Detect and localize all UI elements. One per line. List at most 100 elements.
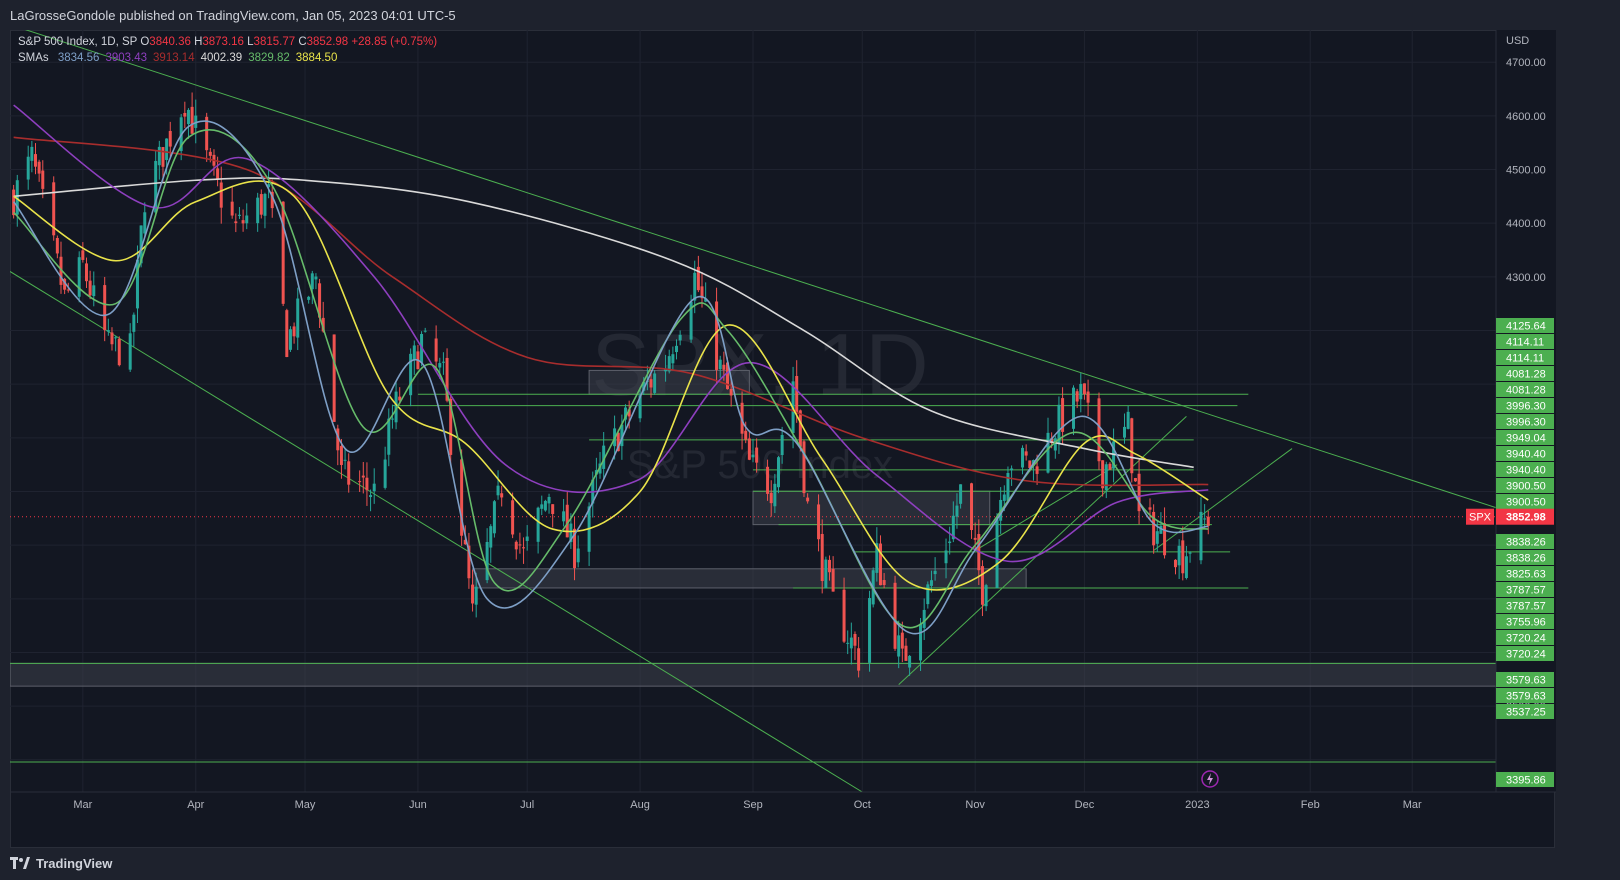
price-level-label: 3825.63 bbox=[1496, 566, 1554, 581]
time-axis-month-label: May bbox=[295, 799, 316, 811]
price-level-label-text: 3787.57 bbox=[1506, 585, 1546, 597]
candle-body bbox=[92, 285, 96, 297]
candle-body bbox=[438, 363, 442, 368]
candle-up bbox=[1188, 551, 1192, 563]
candle-down bbox=[551, 504, 555, 528]
candle-up bbox=[1112, 428, 1116, 483]
legend-l-value: 3815.77 bbox=[253, 36, 296, 48]
candle-down bbox=[769, 480, 773, 517]
candle-down bbox=[970, 482, 974, 539]
candle-body bbox=[1079, 383, 1083, 400]
price-level-label: 4081.28 bbox=[1496, 366, 1554, 381]
candle-up bbox=[92, 271, 96, 307]
candle-body bbox=[423, 330, 427, 332]
candle-up bbox=[824, 556, 828, 589]
candle-body bbox=[383, 459, 387, 488]
candle-down bbox=[318, 278, 322, 328]
candle-body bbox=[259, 194, 263, 215]
price-level-label-bg bbox=[1496, 550, 1554, 565]
legend-sma-value: 3913.14 bbox=[153, 52, 195, 64]
candle-body bbox=[365, 477, 369, 491]
price-level-label-text: 3537.25 bbox=[1506, 707, 1546, 719]
candle-up bbox=[30, 140, 34, 173]
price-level-label-bg bbox=[1496, 582, 1554, 597]
candle-body bbox=[1203, 518, 1207, 520]
legend-smas-row: SMAs 3834.56 3903.43 3913.14 4002.39 3829.82… bbox=[18, 50, 437, 66]
time-axis-month-label: 2023 bbox=[1185, 799, 1209, 811]
candle-up bbox=[536, 506, 540, 554]
candle-body bbox=[824, 559, 828, 588]
candle-up bbox=[186, 108, 190, 139]
candle-down bbox=[1035, 454, 1039, 485]
candle-down bbox=[806, 493, 810, 504]
candle-up bbox=[267, 169, 271, 199]
candle-down bbox=[1082, 383, 1086, 400]
candle-body bbox=[919, 623, 923, 661]
candle-down bbox=[471, 569, 475, 612]
candle-down bbox=[518, 532, 522, 554]
candle-body bbox=[237, 214, 241, 216]
candle-down bbox=[88, 270, 92, 300]
candle-body bbox=[1024, 451, 1028, 456]
candle-body bbox=[827, 559, 831, 573]
sma-line-sma-20 bbox=[13, 180, 1209, 591]
candle-up bbox=[157, 140, 161, 180]
candle-down bbox=[696, 255, 700, 293]
candle-down bbox=[1108, 462, 1112, 470]
price-level-label: 3579.63 bbox=[1496, 672, 1554, 687]
candle-body bbox=[267, 184, 271, 188]
candle-up bbox=[387, 408, 391, 467]
candle-body bbox=[398, 396, 402, 401]
candle-down bbox=[1130, 417, 1134, 483]
candle-body bbox=[693, 272, 697, 301]
brand-name: TradingView bbox=[36, 856, 113, 871]
candle-down bbox=[980, 560, 984, 617]
candle-down bbox=[715, 287, 719, 385]
candle-down bbox=[234, 213, 238, 233]
legend-smas-label[interactable]: SMAs bbox=[18, 52, 49, 64]
tradingview-logo[interactable]: TradingView bbox=[10, 856, 112, 871]
candle-body bbox=[1072, 387, 1076, 429]
candle-body bbox=[1148, 507, 1152, 510]
candle-up bbox=[1010, 465, 1014, 486]
candle-body bbox=[157, 146, 161, 166]
candle-body bbox=[1206, 516, 1210, 526]
time-axis-month-label: Jul bbox=[520, 799, 534, 811]
candle-up bbox=[543, 499, 547, 512]
time-axis-month-label: Mar bbox=[73, 799, 92, 811]
candle-body bbox=[882, 580, 886, 585]
candle-body bbox=[802, 441, 806, 494]
price-level-label-bg bbox=[1496, 704, 1554, 719]
price-level-label: 4114.11 bbox=[1496, 350, 1554, 365]
candle-body bbox=[165, 138, 169, 160]
candle-down bbox=[1181, 526, 1185, 581]
price-level-label: 3900.50 bbox=[1496, 494, 1554, 509]
candle-down bbox=[700, 272, 704, 308]
candle-body bbox=[922, 609, 926, 628]
candle-up bbox=[15, 174, 19, 227]
legend-symbol[interactable]: S&P 500 Index, 1D, SP bbox=[18, 36, 138, 48]
trendline bbox=[24, 30, 1496, 509]
candle-up bbox=[1057, 396, 1061, 455]
time-axis-month-label: Dec bbox=[1075, 799, 1095, 811]
candle-body bbox=[569, 523, 573, 543]
candle-body bbox=[241, 220, 245, 224]
candle-down bbox=[52, 176, 56, 241]
candle-body bbox=[868, 598, 872, 663]
candle-down bbox=[41, 160, 45, 199]
candle-down bbox=[522, 537, 526, 564]
candle-body bbox=[857, 648, 861, 671]
candle-down bbox=[103, 276, 107, 342]
symbol-tag-text: SPX bbox=[1469, 512, 1492, 524]
candle-body bbox=[929, 580, 933, 586]
candle-body bbox=[263, 193, 267, 216]
candle-down bbox=[878, 535, 882, 586]
candle-body bbox=[33, 154, 37, 167]
price-level-label-text: 3720.24 bbox=[1506, 633, 1546, 645]
candle-body bbox=[1097, 398, 1101, 462]
candle-body bbox=[77, 257, 81, 297]
candle-body bbox=[135, 259, 139, 309]
legend-h-value: 3873.16 bbox=[202, 36, 244, 48]
candle-body bbox=[59, 256, 63, 285]
